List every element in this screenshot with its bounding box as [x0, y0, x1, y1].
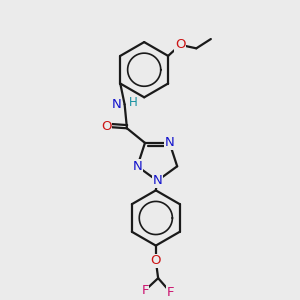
Text: N: N [152, 174, 162, 187]
Text: O: O [151, 254, 161, 267]
Text: O: O [101, 120, 111, 133]
Text: N: N [165, 136, 174, 149]
Text: H: H [128, 96, 137, 109]
Text: N: N [133, 160, 142, 173]
Text: N: N [111, 98, 121, 111]
Text: F: F [167, 286, 174, 298]
Text: O: O [175, 38, 186, 51]
Text: F: F [141, 284, 149, 297]
